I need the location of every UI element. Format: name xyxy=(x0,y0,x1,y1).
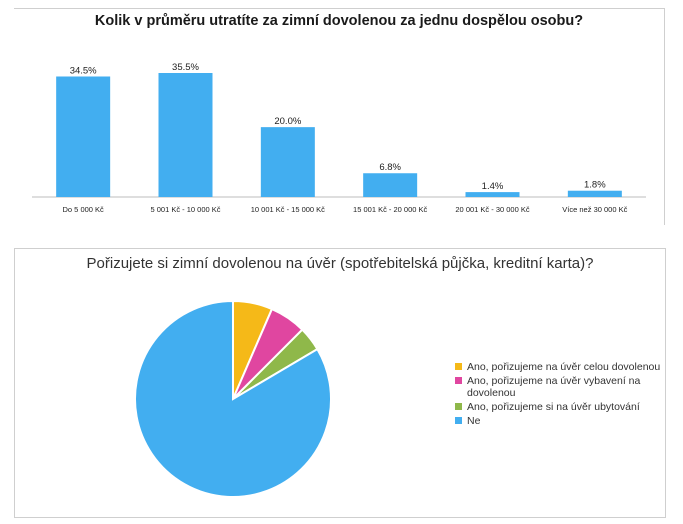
pie-legend: Ano, pořizujeme na úvěr celou dovolenou A… xyxy=(455,361,670,429)
x-tick-label: 20 001 Kč - 30 000 Kč xyxy=(455,205,529,214)
legend-item: Ne xyxy=(455,415,670,427)
legend-label: Ano, pořizujeme na úvěr celou dovolenou xyxy=(467,361,661,373)
x-tick-label: Do 5 000 Kč xyxy=(63,205,105,214)
legend-item: Ano, pořizujeme na úvěr vybavení na dovo… xyxy=(455,375,670,399)
legend-label: Ano, pořizujeme si na úvěr ubytování xyxy=(467,401,640,413)
bar xyxy=(260,127,315,197)
legend-swatch xyxy=(455,417,462,424)
legend-label: Ne xyxy=(467,415,481,427)
bar xyxy=(465,192,520,197)
bar-data-label: 1.8% xyxy=(584,180,606,191)
bar-data-label: 34.5% xyxy=(70,65,97,76)
bar-chart-panel: Kolik v průměru utratíte za zimní dovole… xyxy=(14,8,665,225)
bar-data-label: 1.4% xyxy=(482,181,504,192)
legend-label: Ano, pořizujeme na úvěr vybavení na dovo… xyxy=(467,375,641,399)
bar-chart: 34.5% Do 5 000 Kč 35.5% 5 001 Kč - 10 000 K… xyxy=(32,62,646,214)
legend-item: Ano, pořizujeme si na úvěr ubytování xyxy=(455,401,670,413)
bar xyxy=(567,190,622,197)
pie-slice xyxy=(134,299,332,498)
bar xyxy=(56,76,111,197)
pie-chart-panel: Pořizujete si zimní dovolenou na úvěr (s… xyxy=(14,248,666,518)
x-tick-label: Více než 30 000 Kč xyxy=(562,205,627,214)
legend-item: Ano, pořizujeme na úvěr celou dovolenou xyxy=(455,361,670,373)
x-tick-label: 10 001 Kč - 15 000 Kč xyxy=(251,205,325,214)
legend-swatch xyxy=(455,377,462,384)
bar-data-label: 6.8% xyxy=(379,162,401,173)
pie-chart xyxy=(134,299,332,498)
legend-swatch xyxy=(455,363,462,370)
bar-data-label: 35.5% xyxy=(172,62,199,73)
legend-swatch xyxy=(455,403,462,410)
x-tick-label: 15 001 Kč - 20 000 Kč xyxy=(353,205,427,214)
bar-chart-title: Kolik v průměru utratíte za zimní dovole… xyxy=(94,13,584,29)
pie-chart-title: Pořizujete si zimní dovolenou na úvěr (s… xyxy=(86,255,594,272)
bar xyxy=(363,173,418,197)
bar xyxy=(158,73,213,197)
bar-data-label: 20.0% xyxy=(274,116,301,127)
x-tick-label: 5 001 Kč - 10 000 Kč xyxy=(150,205,220,214)
